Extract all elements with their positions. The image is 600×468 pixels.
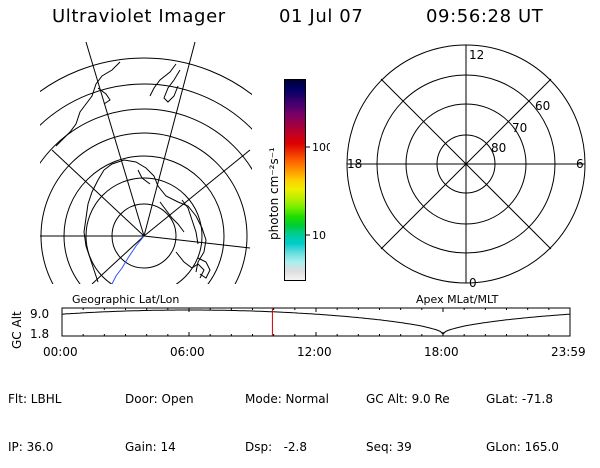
time-tick-1200: 12:00 xyxy=(297,345,332,359)
mode-value: Mode: Normal xyxy=(245,392,329,406)
glat-value: GLat: -71.8 xyxy=(486,392,553,406)
time-tick-0000: 00:00 xyxy=(43,345,78,359)
mlt-label-18: 18 xyxy=(347,157,362,171)
altitude-curve xyxy=(61,309,571,335)
altitude-tick-max: 9.0 xyxy=(30,307,49,321)
latitude-circles xyxy=(40,57,252,284)
time-tick-0600: 06:00 xyxy=(170,345,205,359)
mlt-label-0: 0 xyxy=(469,276,477,290)
time-tick-1800: 18:00 xyxy=(424,345,459,359)
status-location: GLat: -71.8 GLon: 165.0 xyxy=(486,364,559,468)
filter-value: Flt: LBHL xyxy=(8,392,62,406)
mlat-label-70: 70 xyxy=(512,121,527,135)
gain-value: Gain: 14 xyxy=(125,440,176,454)
time-tick-2359: 23:59 xyxy=(551,345,586,359)
dsp-value: Dsp: -2.8 xyxy=(245,440,308,454)
status-filter: Flt: LBHL IP: 36.0 xyxy=(8,364,61,468)
door-value: Door: Open xyxy=(125,392,194,406)
seq-value: Seq: 39 xyxy=(366,440,412,454)
geographic-map xyxy=(40,41,252,285)
gc-alt-value: GC Alt: 9.0 Re xyxy=(366,392,450,406)
polar-mlat-mlt-plot: 12 18 6 0 60 70 80 xyxy=(346,44,586,290)
colorbar-axis: 100 10 photon cm⁻²s⁻¹ xyxy=(267,141,330,242)
apex-panel-title: Apex MLat/MLT xyxy=(416,294,499,306)
ip-value: IP: 36.0 xyxy=(8,440,54,454)
instrument-title: Ultraviolet Imager xyxy=(52,6,226,27)
geographic-panel-title: Geographic Lat/Lon xyxy=(72,294,179,306)
mlat-label-60: 60 xyxy=(535,99,550,113)
glon-value: GLon: 165.0 xyxy=(486,440,559,454)
longitude-lines xyxy=(40,41,251,284)
mlt-label-12: 12 xyxy=(469,48,484,62)
status-altitude: GC Alt: 9.0 Re Seq: 39 xyxy=(366,364,450,468)
altitude-axis-label: GC Alt xyxy=(10,311,24,349)
mlt-label-6: 6 xyxy=(576,157,584,171)
status-mode: Mode: Normal Dsp: -2.8 xyxy=(245,364,329,468)
colorbar-tick-10: 10 xyxy=(312,229,326,242)
altitude-frame xyxy=(61,307,571,337)
colorbar-unit-label: photon cm⁻²s⁻¹ xyxy=(267,147,281,240)
colorbar-tick-100: 100 xyxy=(312,141,330,154)
satellite-ground-track xyxy=(111,235,145,285)
status-door: Door: Open Gain: 14 xyxy=(125,364,194,468)
time-label: 09:56:28 UT xyxy=(426,6,544,27)
altitude-tick-min: 1.8 xyxy=(30,327,49,341)
mlat-label-80: 80 xyxy=(491,141,506,155)
date-label: 01 Jul 07 xyxy=(279,6,364,27)
colorbar xyxy=(284,79,306,281)
altitude-timeline: GC Alt 9.0 1.8 Geographic Lat/Lon Apex M… xyxy=(10,294,586,359)
coastlines xyxy=(55,61,211,283)
